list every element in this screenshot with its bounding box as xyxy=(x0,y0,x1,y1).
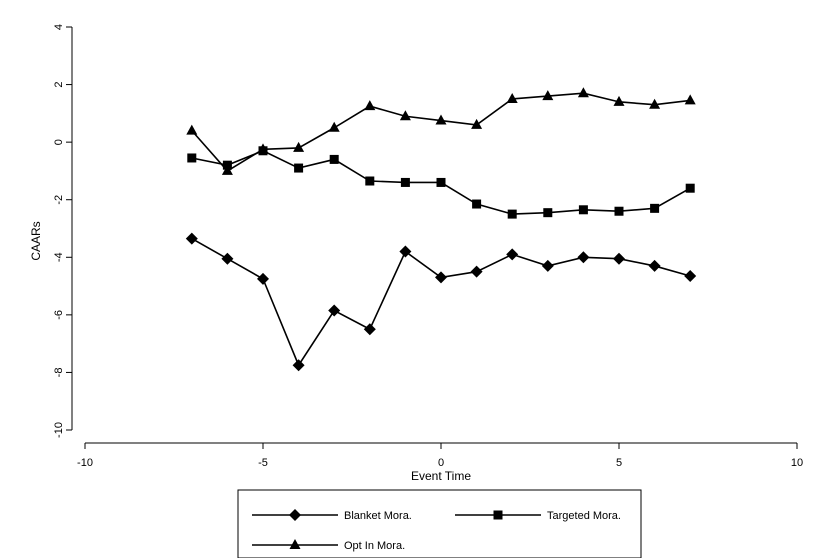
data-point xyxy=(578,205,588,215)
legend-label: Opt In Mora. xyxy=(344,540,405,552)
y-tick-label: -2 xyxy=(53,195,65,205)
y-tick-label: -10 xyxy=(53,422,65,438)
data-point xyxy=(400,177,410,187)
y-axis: -10 -8 -6 -4 -2 0 2 4 xyxy=(53,24,73,438)
y-tick-label: -8 xyxy=(53,368,65,378)
x-tick-label: 5 xyxy=(616,457,622,469)
legend-label: Blanket Mora. xyxy=(344,510,412,522)
legend-item: Blanket Mora. xyxy=(252,509,412,522)
data-point xyxy=(649,98,661,109)
legend-item: Opt In Mora. xyxy=(252,539,405,552)
data-point xyxy=(684,94,696,105)
data-point xyxy=(257,272,269,285)
data-point xyxy=(542,90,554,101)
data-point xyxy=(399,245,412,258)
data-point xyxy=(613,95,625,106)
x-axis-title: Event Time xyxy=(411,469,471,483)
data-point xyxy=(471,118,483,129)
data-point xyxy=(435,271,447,284)
data-point xyxy=(221,252,234,265)
data-point xyxy=(365,176,375,186)
y-tick-label: 2 xyxy=(53,82,65,88)
x-tick-label: 0 xyxy=(438,457,444,469)
x-tick-label: -10 xyxy=(77,457,93,469)
data-point xyxy=(328,121,340,132)
y-tick-label: -6 xyxy=(53,310,65,320)
y-tick-label: 0 xyxy=(53,139,65,145)
data-point xyxy=(470,265,483,278)
legend-label: Targeted Mora. xyxy=(547,510,621,522)
data-point xyxy=(292,359,305,372)
legend-marker xyxy=(289,509,301,521)
data-point xyxy=(436,177,446,187)
x-axis: -10 -5 0 5 10 xyxy=(77,442,803,469)
x-tick-label: 10 xyxy=(791,457,803,469)
data-point xyxy=(364,100,376,111)
data-point xyxy=(399,110,411,121)
plot-area xyxy=(185,87,697,372)
data-point xyxy=(221,164,233,175)
data-point xyxy=(329,154,339,164)
data-point xyxy=(363,323,376,336)
data-point xyxy=(435,114,447,125)
data-point xyxy=(506,248,519,261)
data-point xyxy=(186,124,198,135)
x-tick-label: -5 xyxy=(258,457,268,469)
data-point xyxy=(185,232,198,245)
data-point xyxy=(294,163,304,173)
data-point xyxy=(543,208,553,218)
y-tick-label: -4 xyxy=(53,252,65,262)
legend: Blanket Mora. Targeted Mora. Opt In Mora. xyxy=(237,489,642,558)
data-point xyxy=(472,199,482,209)
data-point xyxy=(614,206,624,216)
series-triangle xyxy=(186,87,696,175)
data-point xyxy=(648,259,661,272)
y-tick-label: 4 xyxy=(53,24,65,30)
data-point xyxy=(613,252,625,265)
data-point xyxy=(577,251,590,264)
data-point xyxy=(328,304,341,317)
legend-item: Targeted Mora. xyxy=(455,510,621,522)
data-point xyxy=(685,183,695,193)
series-diamond xyxy=(185,232,697,372)
data-point xyxy=(650,203,660,213)
data-point xyxy=(577,87,589,98)
data-point xyxy=(506,92,518,103)
y-axis-title: CAARs xyxy=(29,221,43,260)
data-point xyxy=(684,269,697,282)
data-point xyxy=(541,259,554,272)
data-point xyxy=(507,209,517,219)
legend-marker xyxy=(289,539,301,549)
legend-frame xyxy=(237,489,642,558)
data-point xyxy=(293,141,305,152)
data-point xyxy=(257,143,269,154)
legend-marker xyxy=(493,510,503,520)
data-point xyxy=(187,153,197,163)
